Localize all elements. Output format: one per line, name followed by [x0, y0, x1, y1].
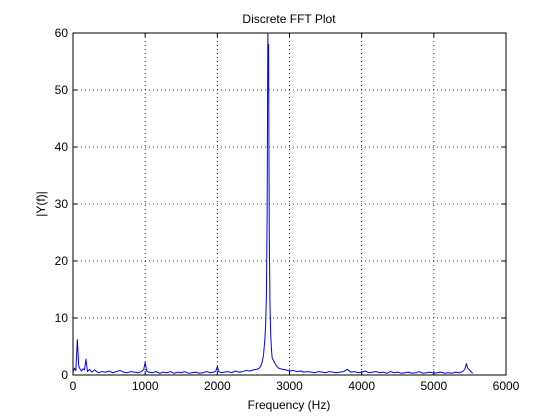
- y-tick-label: 0: [61, 368, 68, 382]
- x-tick-label: 6000: [493, 379, 520, 393]
- x-tick-label: 3000: [276, 379, 303, 393]
- x-tick-label: 4000: [348, 379, 375, 393]
- y-tick-label: 10: [55, 311, 69, 325]
- x-tick-label: 0: [70, 379, 77, 393]
- y-axis-label: |Y(f)|: [34, 191, 48, 217]
- y-tick-label: 20: [55, 254, 69, 268]
- x-axis-label: Frequency (Hz): [248, 398, 331, 412]
- x-tick-label: 5000: [420, 379, 447, 393]
- plot-area: 0 1000 2000 3000 4000 5000 6000 0 10 20 30 40 50 60: [55, 26, 520, 393]
- y-tick-label: 50: [55, 83, 69, 97]
- y-tick-label: 60: [55, 26, 69, 40]
- x-tick-label: 2000: [204, 379, 231, 393]
- x-tick-label: 1000: [132, 379, 159, 393]
- y-tick-label: 30: [55, 197, 69, 211]
- y-tick-label: 40: [55, 140, 69, 154]
- chart-title: Discrete FFT Plot: [242, 12, 336, 26]
